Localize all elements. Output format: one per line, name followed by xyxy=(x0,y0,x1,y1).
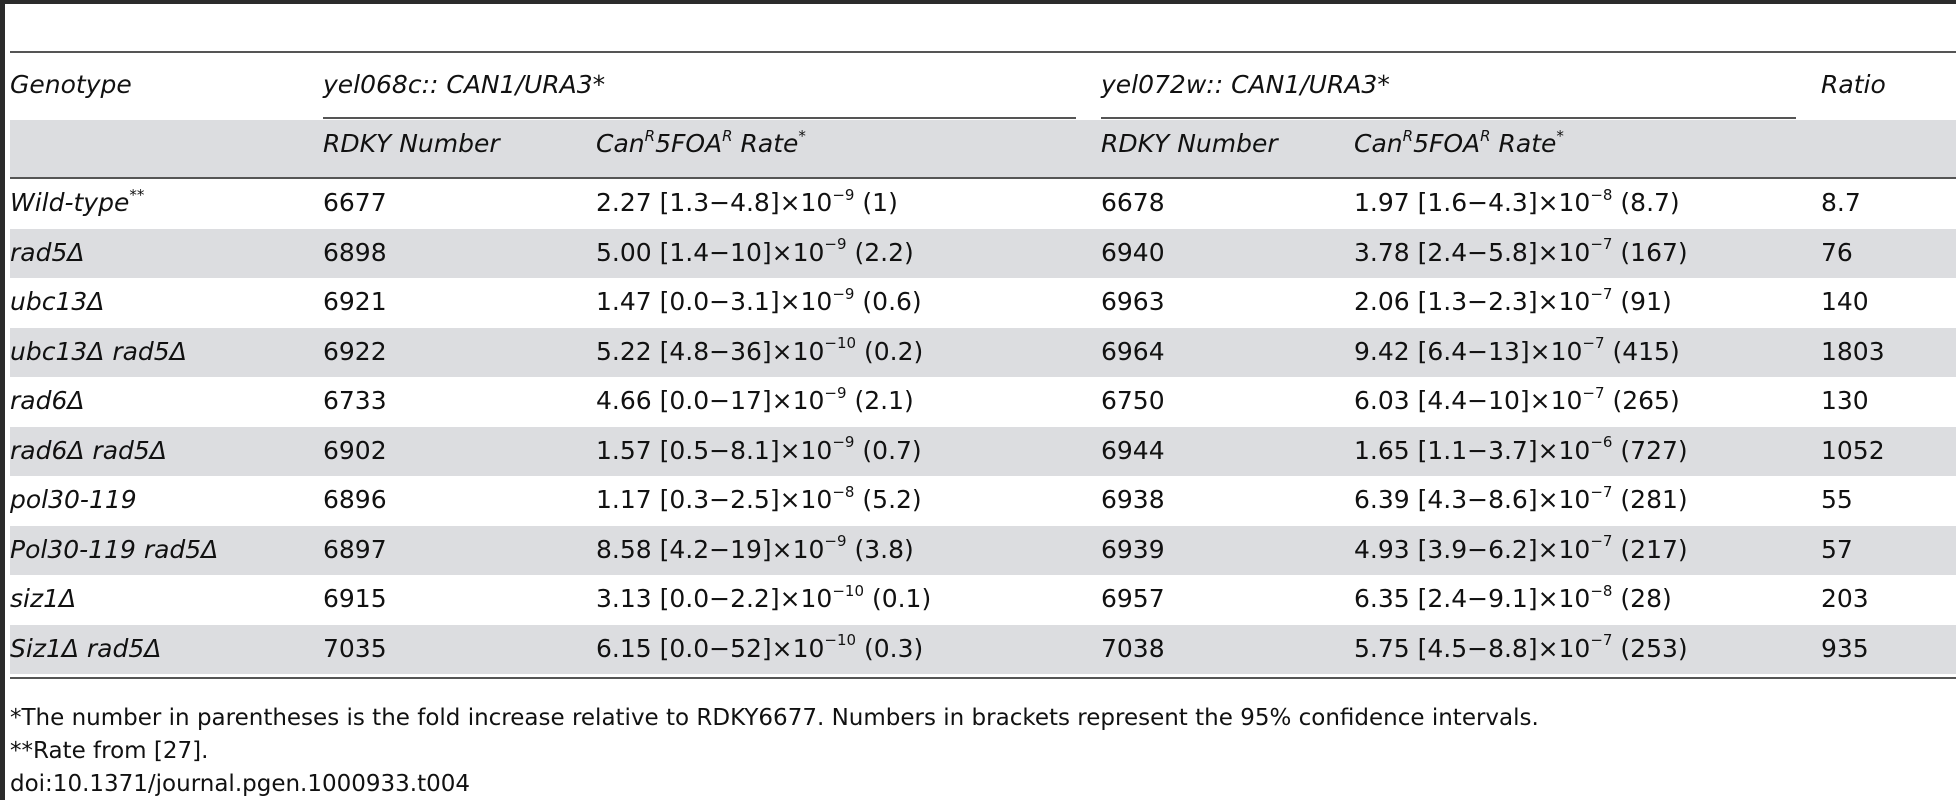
rdky-number-cell-1: 6922 xyxy=(323,336,387,366)
rdky-number-cell-1: 6902 xyxy=(323,435,387,465)
rdky-number-cell-1: 6896 xyxy=(323,485,387,514)
table-row: pol30-119 6896 1.17 [0.3−2.5]×10−8 (5.2) 69… xyxy=(10,476,1956,525)
rate-cell-2: 3.78 [2.4−5.8]×10−7 (167) xyxy=(1354,235,1688,267)
genotype-cell: ubc13Δ rad5Δ xyxy=(10,336,187,366)
rdky-number-cell-2: 6939 xyxy=(1101,534,1165,564)
group-rule-yel072w xyxy=(1101,117,1796,119)
table-row: ubc13Δ rad5Δ 6922 5.22 [4.8−36]×10−10 (0.2… xyxy=(10,327,1956,377)
ratio-cell: 76 xyxy=(1821,237,1853,267)
rate-cell-1: 5.00 [1.4−10]×10−9 (2.2) xyxy=(596,235,914,267)
rate-cell-1: 5.22 [4.8−36]×10−10 (0.2) xyxy=(596,334,924,366)
rdky-number-cell-2: 6938 xyxy=(1101,485,1165,514)
rdky-number-cell-2: 6750 xyxy=(1101,386,1165,415)
rate-cell-1: 1.47 [0.0−3.1]×10−9 (0.6) xyxy=(596,284,922,316)
rdky-number-cell-2: 6964 xyxy=(1101,336,1165,366)
top-border xyxy=(0,0,1956,4)
rate-cell-2: 6.35 [2.4−9.1]×10−8 (28) xyxy=(1354,581,1672,613)
table-row: ubc13Δ 6921 1.47 [0.0−3.1]×10−9 (0.6) 6963 2… xyxy=(10,278,1956,327)
table-row: Pol30-119 rad5Δ 6897 8.58 [4.2−19]×10−9 (3… xyxy=(10,525,1956,575)
header-rate-1: CanR5FOAR Rate* xyxy=(596,126,806,158)
rate-cell-2: 6.39 [4.3−8.6]×10−7 (281) xyxy=(1354,482,1688,514)
rdky-number-cell-2: 7038 xyxy=(1101,633,1165,663)
header-rdky-number-2: RDKY Number xyxy=(1101,129,1278,158)
rdky-number-cell-1: 6897 xyxy=(323,534,387,564)
rdky-number-cell-2: 6963 xyxy=(1101,287,1165,316)
rdky-number-cell-2: 6944 xyxy=(1101,435,1165,465)
rdky-number-cell-2: 6678 xyxy=(1101,188,1165,217)
table-row: rad6Δ 6733 4.66 [0.0−17]×10−9 (2.1) 6750 6.0… xyxy=(10,377,1956,426)
header-genotype: Genotype xyxy=(10,70,132,99)
rate-cell-2: 5.75 [4.5−8.8]×10−7 (253) xyxy=(1354,631,1688,663)
table-row: siz1Δ 6915 3.13 [0.0−2.2]×10−10 (0.1) 6957 6… xyxy=(10,575,1956,624)
rate-cell-1: 4.66 [0.0−17]×10−9 (2.1) xyxy=(596,383,914,415)
table-row: rad6Δ rad5Δ 6902 1.57 [0.5−8.1]×10−9 (0.7)… xyxy=(10,426,1956,476)
table-bottom-rule xyxy=(10,677,1956,679)
rate-cell-2: 1.97 [1.6−4.3]×10−8 (8.7) xyxy=(1354,185,1680,217)
rdky-number-cell-1: 6921 xyxy=(323,287,387,316)
ratio-cell: 57 xyxy=(1821,534,1853,564)
rate-cell-1: 6.15 [0.0−52]×10−10 (0.3) xyxy=(596,631,924,663)
footnote-rate-source: **Rate from [27]. xyxy=(10,738,209,764)
genotype-cell: siz1Δ xyxy=(10,584,77,613)
genotype-cell: rad6Δ rad5Δ xyxy=(10,435,167,465)
header-rate-2: CanR5FOAR Rate* xyxy=(1354,126,1564,158)
footnote-fold-increase: *The number in parentheses is the fold i… xyxy=(10,705,1539,731)
subheader-band xyxy=(10,120,1956,177)
header-ratio: Ratio xyxy=(1821,70,1886,99)
rdky-number-cell-2: 6957 xyxy=(1101,584,1165,613)
ratio-cell: 203 xyxy=(1821,584,1869,613)
genotype-cell: Wild-type** xyxy=(10,185,145,217)
rdky-number-cell-1: 6915 xyxy=(323,584,387,613)
rate-cell-2: 1.65 [1.1−3.7]×10−6 (727) xyxy=(1354,433,1688,465)
rdky-number-cell-1: 6733 xyxy=(323,386,387,415)
header-group-yel068c: yel068c:: CAN1/URA3* xyxy=(323,70,606,99)
genotype-cell: ubc13Δ xyxy=(10,287,105,316)
ratio-cell: 1803 xyxy=(1821,336,1885,366)
rate-cell-2: 4.93 [3.9−6.2]×10−7 (217) xyxy=(1354,532,1688,564)
ratio-cell: 55 xyxy=(1821,485,1853,514)
rate-cell-1: 8.58 [4.2−19]×10−9 (3.8) xyxy=(596,532,914,564)
header-rdky-number-1: RDKY Number xyxy=(323,129,500,158)
ratio-cell: 130 xyxy=(1821,386,1869,415)
table-top-rule xyxy=(10,51,1956,53)
rate-cell-2: 6.03 [4.4−10]×10−7 (265) xyxy=(1354,383,1680,415)
rate-cell-1: 1.57 [0.5−8.1]×10−9 (0.7) xyxy=(596,433,922,465)
ratio-cell: 935 xyxy=(1821,633,1869,663)
table-row: Wild-type** 6677 2.27 [1.3−4.8]×10−9 (1) 66… xyxy=(10,179,1956,228)
genotype-cell: rad6Δ xyxy=(10,386,85,415)
rdky-number-cell-1: 6898 xyxy=(323,237,387,267)
rate-cell-1: 2.27 [1.3−4.8]×10−9 (1) xyxy=(596,185,898,217)
ratio-cell: 8.7 xyxy=(1821,188,1861,217)
rdky-number-cell-1: 6677 xyxy=(323,188,387,217)
rdky-number-cell-2: 6940 xyxy=(1101,237,1165,267)
rate-cell-2: 2.06 [1.3−2.3]×10−7 (91) xyxy=(1354,284,1672,316)
rate-cell-1: 1.17 [0.3−2.5]×10−8 (5.2) xyxy=(596,482,922,514)
header-bottom-rule xyxy=(10,177,1956,179)
left-border xyxy=(0,0,5,800)
table-row: Siz1Δ rad5Δ 7035 6.15 [0.0−52]×10−10 (0.3)… xyxy=(10,624,1956,674)
ratio-cell: 1052 xyxy=(1821,435,1885,465)
table-row: rad5Δ 6898 5.00 [1.4−10]×10−9 (2.2) 6940 3.7… xyxy=(10,228,1956,278)
genotype-cell: rad5Δ xyxy=(10,237,85,267)
genotype-cell: Pol30-119 rad5Δ xyxy=(10,534,219,564)
genotype-cell: Siz1Δ rad5Δ xyxy=(10,633,162,663)
header-group-yel072w: yel072w:: CAN1/URA3* xyxy=(1101,70,1390,99)
rate-cell-1: 3.13 [0.0−2.2]×10−10 (0.1) xyxy=(596,581,932,613)
rate-cell-2: 9.42 [6.4−13]×10−7 (415) xyxy=(1354,334,1680,366)
doi-text: doi:10.1371/journal.pgen.1000933.t004 xyxy=(10,771,471,797)
genotype-cell: pol30-119 xyxy=(10,485,137,514)
ratio-cell: 140 xyxy=(1821,287,1869,316)
rdky-number-cell-1: 7035 xyxy=(323,633,387,663)
group-rule-yel068c xyxy=(323,117,1076,119)
